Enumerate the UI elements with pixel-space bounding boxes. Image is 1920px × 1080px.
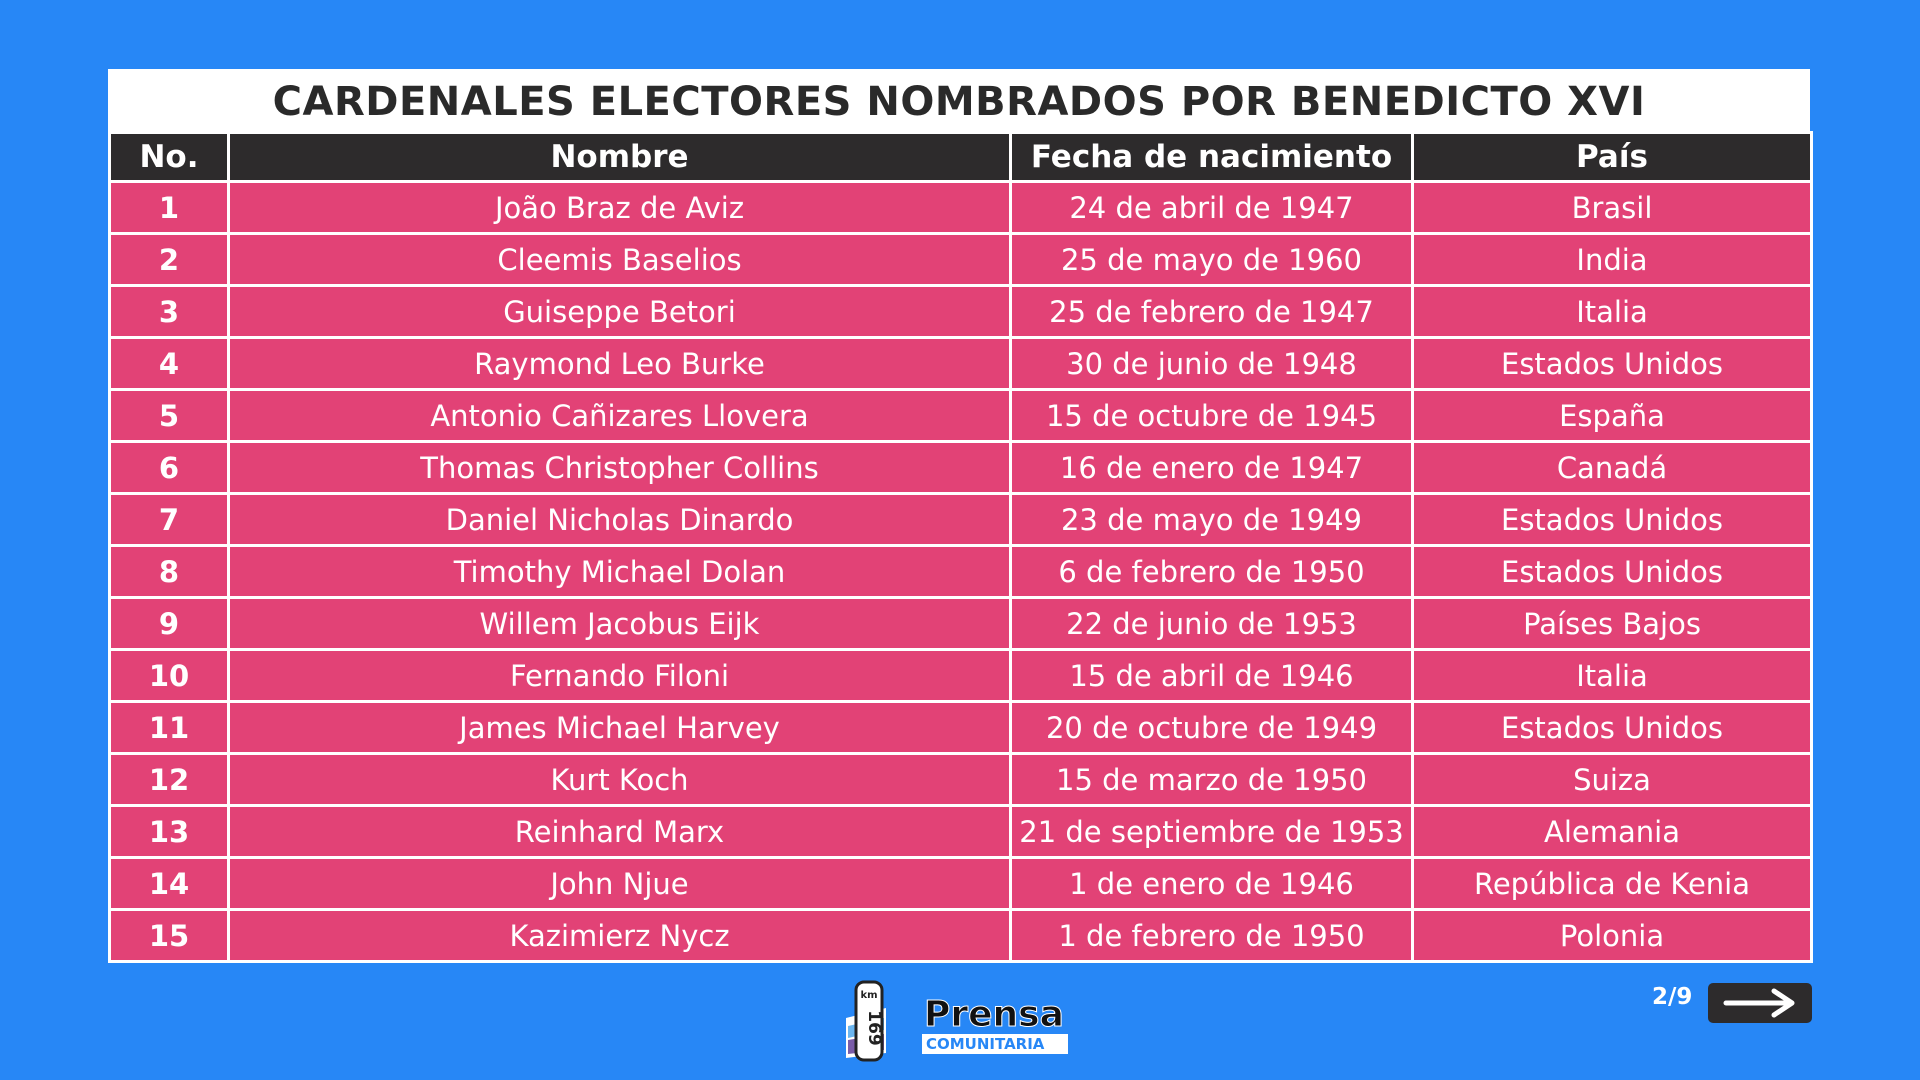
- table-row: 14 John Njue 1 de enero de 1946 República d…: [108, 856, 1813, 911]
- table-cell: Thomas Christopher Collins: [227, 440, 1012, 495]
- table-row: 13 Reinhard Marx 21 de septiembre de 1953 A…: [108, 804, 1813, 859]
- table-cell: Kazimierz Nycz: [227, 908, 1012, 963]
- logo-name: Prensa: [924, 994, 1064, 1035]
- table-cell: Polonia: [1411, 908, 1813, 963]
- table-row: 1 João Braz de Aviz 24 de abril de 1947 Bra…: [108, 180, 1813, 235]
- logo-badge-number: 169: [864, 1010, 884, 1046]
- table-cell: Raymond Leo Burke: [227, 336, 1012, 391]
- table-cell: Antonio Cañizares Llovera: [227, 388, 1012, 443]
- table-body: 1 João Braz de Aviz 24 de abril de 1947 Bra…: [108, 180, 1813, 963]
- table-cell: Estados Unidos: [1411, 700, 1813, 755]
- table-cell: John Njue: [227, 856, 1012, 911]
- table-cell: João Braz de Aviz: [227, 180, 1012, 235]
- table-row: 11 James Michael Harvey 20 de octubre de 1…: [108, 700, 1813, 755]
- table-row: 7 Daniel Nicholas Dinardo 23 de mayo de 19…: [108, 492, 1813, 547]
- table-cell: 9: [108, 596, 230, 651]
- table-cell: 15: [108, 908, 230, 963]
- table-card: CARDENALES ELECTORES NOMBRADOS POR BENED…: [108, 69, 1813, 963]
- table-cell: 7: [108, 492, 230, 547]
- table-row: 10 Fernando Filoni 15 de abril de 1946 Ital…: [108, 648, 1813, 703]
- table-row: 5 Antonio Cañizares Llovera 15 de octubre …: [108, 388, 1813, 443]
- table-cell: Fernando Filoni: [227, 648, 1012, 703]
- table-cell: 25 de mayo de 1960: [1009, 232, 1414, 287]
- logo-subtitle: COMUNITARIA: [926, 1035, 1045, 1053]
- table-cell: Italia: [1411, 284, 1813, 339]
- table-row: 3 Guiseppe Betori 25 de febrero de 1947 Ita…: [108, 284, 1813, 339]
- table-cell: Reinhard Marx: [227, 804, 1012, 859]
- table-cell: España: [1411, 388, 1813, 443]
- page-indicator: 2/9: [1652, 984, 1693, 1010]
- header-cell: Fecha de nacimiento: [1009, 131, 1414, 183]
- table-row: 12 Kurt Koch 15 de marzo de 1950 Suiza: [108, 752, 1813, 807]
- table-cell: India: [1411, 232, 1813, 287]
- table-cell: Suiza: [1411, 752, 1813, 807]
- table: No. Nombre Fecha de nacimiento País 1 João B…: [108, 131, 1813, 963]
- table-cell: Canadá: [1411, 440, 1813, 495]
- table-cell: 8: [108, 544, 230, 599]
- arrow-head: [1771, 988, 1795, 1018]
- table-cell: Guiseppe Betori: [227, 284, 1012, 339]
- table-cell: 14: [108, 856, 230, 911]
- table-cell: Kurt Koch: [227, 752, 1012, 807]
- table-cell: Timothy Michael Dolan: [227, 544, 1012, 599]
- table-cell: 23 de mayo de 1949: [1009, 492, 1414, 547]
- logo-badge: [854, 980, 884, 1062]
- table-cell: 6 de febrero de 1950: [1009, 544, 1414, 599]
- table-cell: 21 de septiembre de 1953: [1009, 804, 1414, 859]
- table-cell: 4: [108, 336, 230, 391]
- table-row: 2 Cleemis Baselios 25 de mayo de 1960 India: [108, 232, 1813, 287]
- table-cell: 6: [108, 440, 230, 495]
- table-cell: James Michael Harvey: [227, 700, 1012, 755]
- table-cell: 11: [108, 700, 230, 755]
- table-cell: 16 de enero de 1947: [1009, 440, 1414, 495]
- table-cell: 30 de junio de 1948: [1009, 336, 1414, 391]
- header-cell: País: [1411, 131, 1813, 183]
- next-button[interactable]: [1708, 983, 1812, 1023]
- header-cell: Nombre: [227, 131, 1012, 183]
- table-cell: 15 de octubre de 1945: [1009, 388, 1414, 443]
- logo-badge-top: km: [860, 990, 877, 1001]
- table-cell: 22 de junio de 1953: [1009, 596, 1414, 651]
- table-cell: Estados Unidos: [1411, 492, 1813, 547]
- table-cell: Daniel Nicholas Dinardo: [227, 492, 1012, 547]
- table-cell: República de Kenia: [1411, 856, 1813, 911]
- table-cell: 3: [108, 284, 230, 339]
- table-cell: 1 de enero de 1946: [1009, 856, 1414, 911]
- table-cell: Cleemis Baselios: [227, 232, 1012, 287]
- table-cell: 24 de abril de 1947: [1009, 180, 1414, 235]
- table-cell: 5: [108, 388, 230, 443]
- table-row: 15 Kazimierz Nycz 1 de febrero de 1950 Polo…: [108, 908, 1813, 963]
- table-row: 6 Thomas Christopher Collins 16 de enero d…: [108, 440, 1813, 495]
- logo: km 169 Prensa COMUNITARIA: [846, 980, 1068, 1062]
- table-cell: 15 de marzo de 1950: [1009, 752, 1414, 807]
- table-cell: Alemania: [1411, 804, 1813, 859]
- header-cell: No.: [108, 131, 230, 183]
- table-cell: Willem Jacobus Eijk: [227, 596, 1012, 651]
- table-cell: 1 de febrero de 1950: [1009, 908, 1414, 963]
- table-row: 8 Timothy Michael Dolan 6 de febrero de 19…: [108, 544, 1813, 599]
- table-cell: Estados Unidos: [1411, 336, 1813, 391]
- title: CARDENALES ELECTORES NOMBRADOS POR BENED…: [272, 79, 1646, 125]
- table-cell: 20 de octubre de 1949: [1009, 700, 1414, 755]
- table-row: 9 Willem Jacobus Eijk 22 de junio de 1953 P…: [108, 596, 1813, 651]
- header-row: No. Nombre Fecha de nacimiento País: [108, 131, 1813, 183]
- table-cell: 1: [108, 180, 230, 235]
- table-cell: 12: [108, 752, 230, 807]
- table-cell: Estados Unidos: [1411, 544, 1813, 599]
- table-cell: 13: [108, 804, 230, 859]
- table-cell: Países Bajos: [1411, 596, 1813, 651]
- table-cell: 25 de febrero de 1947: [1009, 284, 1414, 339]
- logo-subtitle-bg: [922, 1034, 1068, 1054]
- table-cell: Brasil: [1411, 180, 1813, 235]
- table-cell: 10: [108, 648, 230, 703]
- table-cell: 2: [108, 232, 230, 287]
- table-row: 4 Raymond Leo Burke 30 de junio de 1948 Est…: [108, 336, 1813, 391]
- table-cell: Italia: [1411, 648, 1813, 703]
- table-cell: 15 de abril de 1946: [1009, 648, 1414, 703]
